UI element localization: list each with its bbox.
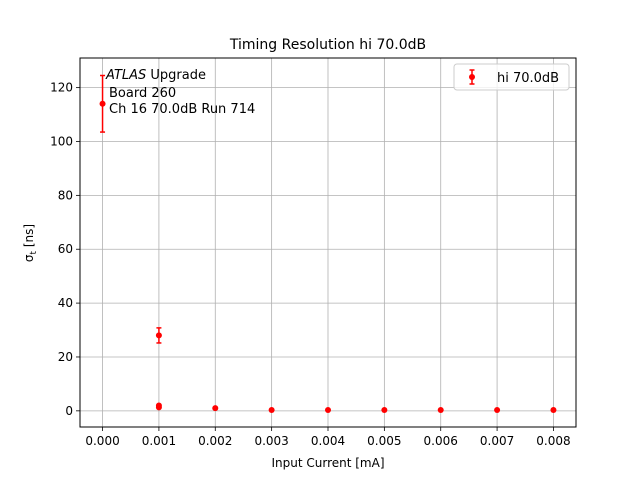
chart-title: Timing Resolution hi 70.0dB	[229, 37, 426, 53]
x-tick-label: 0.008	[536, 434, 570, 448]
data-point	[381, 407, 388, 414]
data-point	[212, 405, 219, 412]
y-tick-label: 100	[50, 134, 73, 148]
annotation-line-1: ATLAS Upgrade	[105, 68, 206, 83]
x-axis-ticks: 0.000 0.001 0.002 0.003 0.004 0.005 0.006 0.007…	[85, 427, 571, 448]
y-axis-label: σt [ns]	[22, 224, 39, 262]
data-point	[155, 404, 162, 411]
data-series	[99, 74, 557, 414]
x-tick-label: 0.003	[254, 434, 288, 448]
y-axis-label-unit: [ns]	[22, 224, 36, 251]
annotation-upgrade: Upgrade	[146, 68, 206, 83]
y-tick-label: 0	[65, 404, 73, 418]
atlas-annotation: ATLAS Upgrade Board 260 Ch 16 70.0dB Run…	[105, 68, 255, 117]
x-tick-label: 0.005	[367, 434, 401, 448]
data-point	[99, 100, 106, 107]
x-axis-label: Input Current [mA]	[271, 456, 384, 470]
legend: hi 70.0dB	[453, 63, 570, 91]
y-tick-label: 120	[50, 81, 73, 95]
data-point	[437, 407, 444, 414]
y-tick-label: 40	[58, 296, 73, 310]
y-axis-label-symbol: σ	[22, 254, 36, 262]
y-tick-label: 20	[58, 350, 73, 364]
y-tick-label: 60	[58, 242, 73, 256]
y-axis-ticks: 0 20 40 60 80 100 120	[50, 81, 80, 418]
x-tick-label: 0.000	[85, 434, 119, 448]
legend-entry-label: hi 70.0dB	[497, 71, 559, 86]
x-tick-label: 0.001	[142, 434, 176, 448]
data-point	[325, 407, 331, 414]
annotation-atlas: ATLAS	[105, 68, 146, 83]
data-point	[494, 407, 501, 414]
x-tick-label: 0.004	[311, 434, 345, 448]
data-point	[550, 407, 557, 414]
data-point	[268, 407, 275, 414]
data-point	[155, 332, 162, 339]
x-tick-label: 0.006	[424, 434, 458, 448]
legend-marker	[469, 74, 475, 80]
annotation-line-3: Ch 16 70.0dB Run 714	[109, 102, 255, 117]
legend-box	[453, 63, 570, 91]
annotation-line-2: Board 260	[109, 86, 176, 101]
y-axis-label-subscript: t	[29, 250, 39, 254]
x-tick-label: 0.007	[480, 434, 514, 448]
y-tick-label: 80	[58, 188, 73, 202]
x-tick-label: 0.002	[198, 434, 232, 448]
